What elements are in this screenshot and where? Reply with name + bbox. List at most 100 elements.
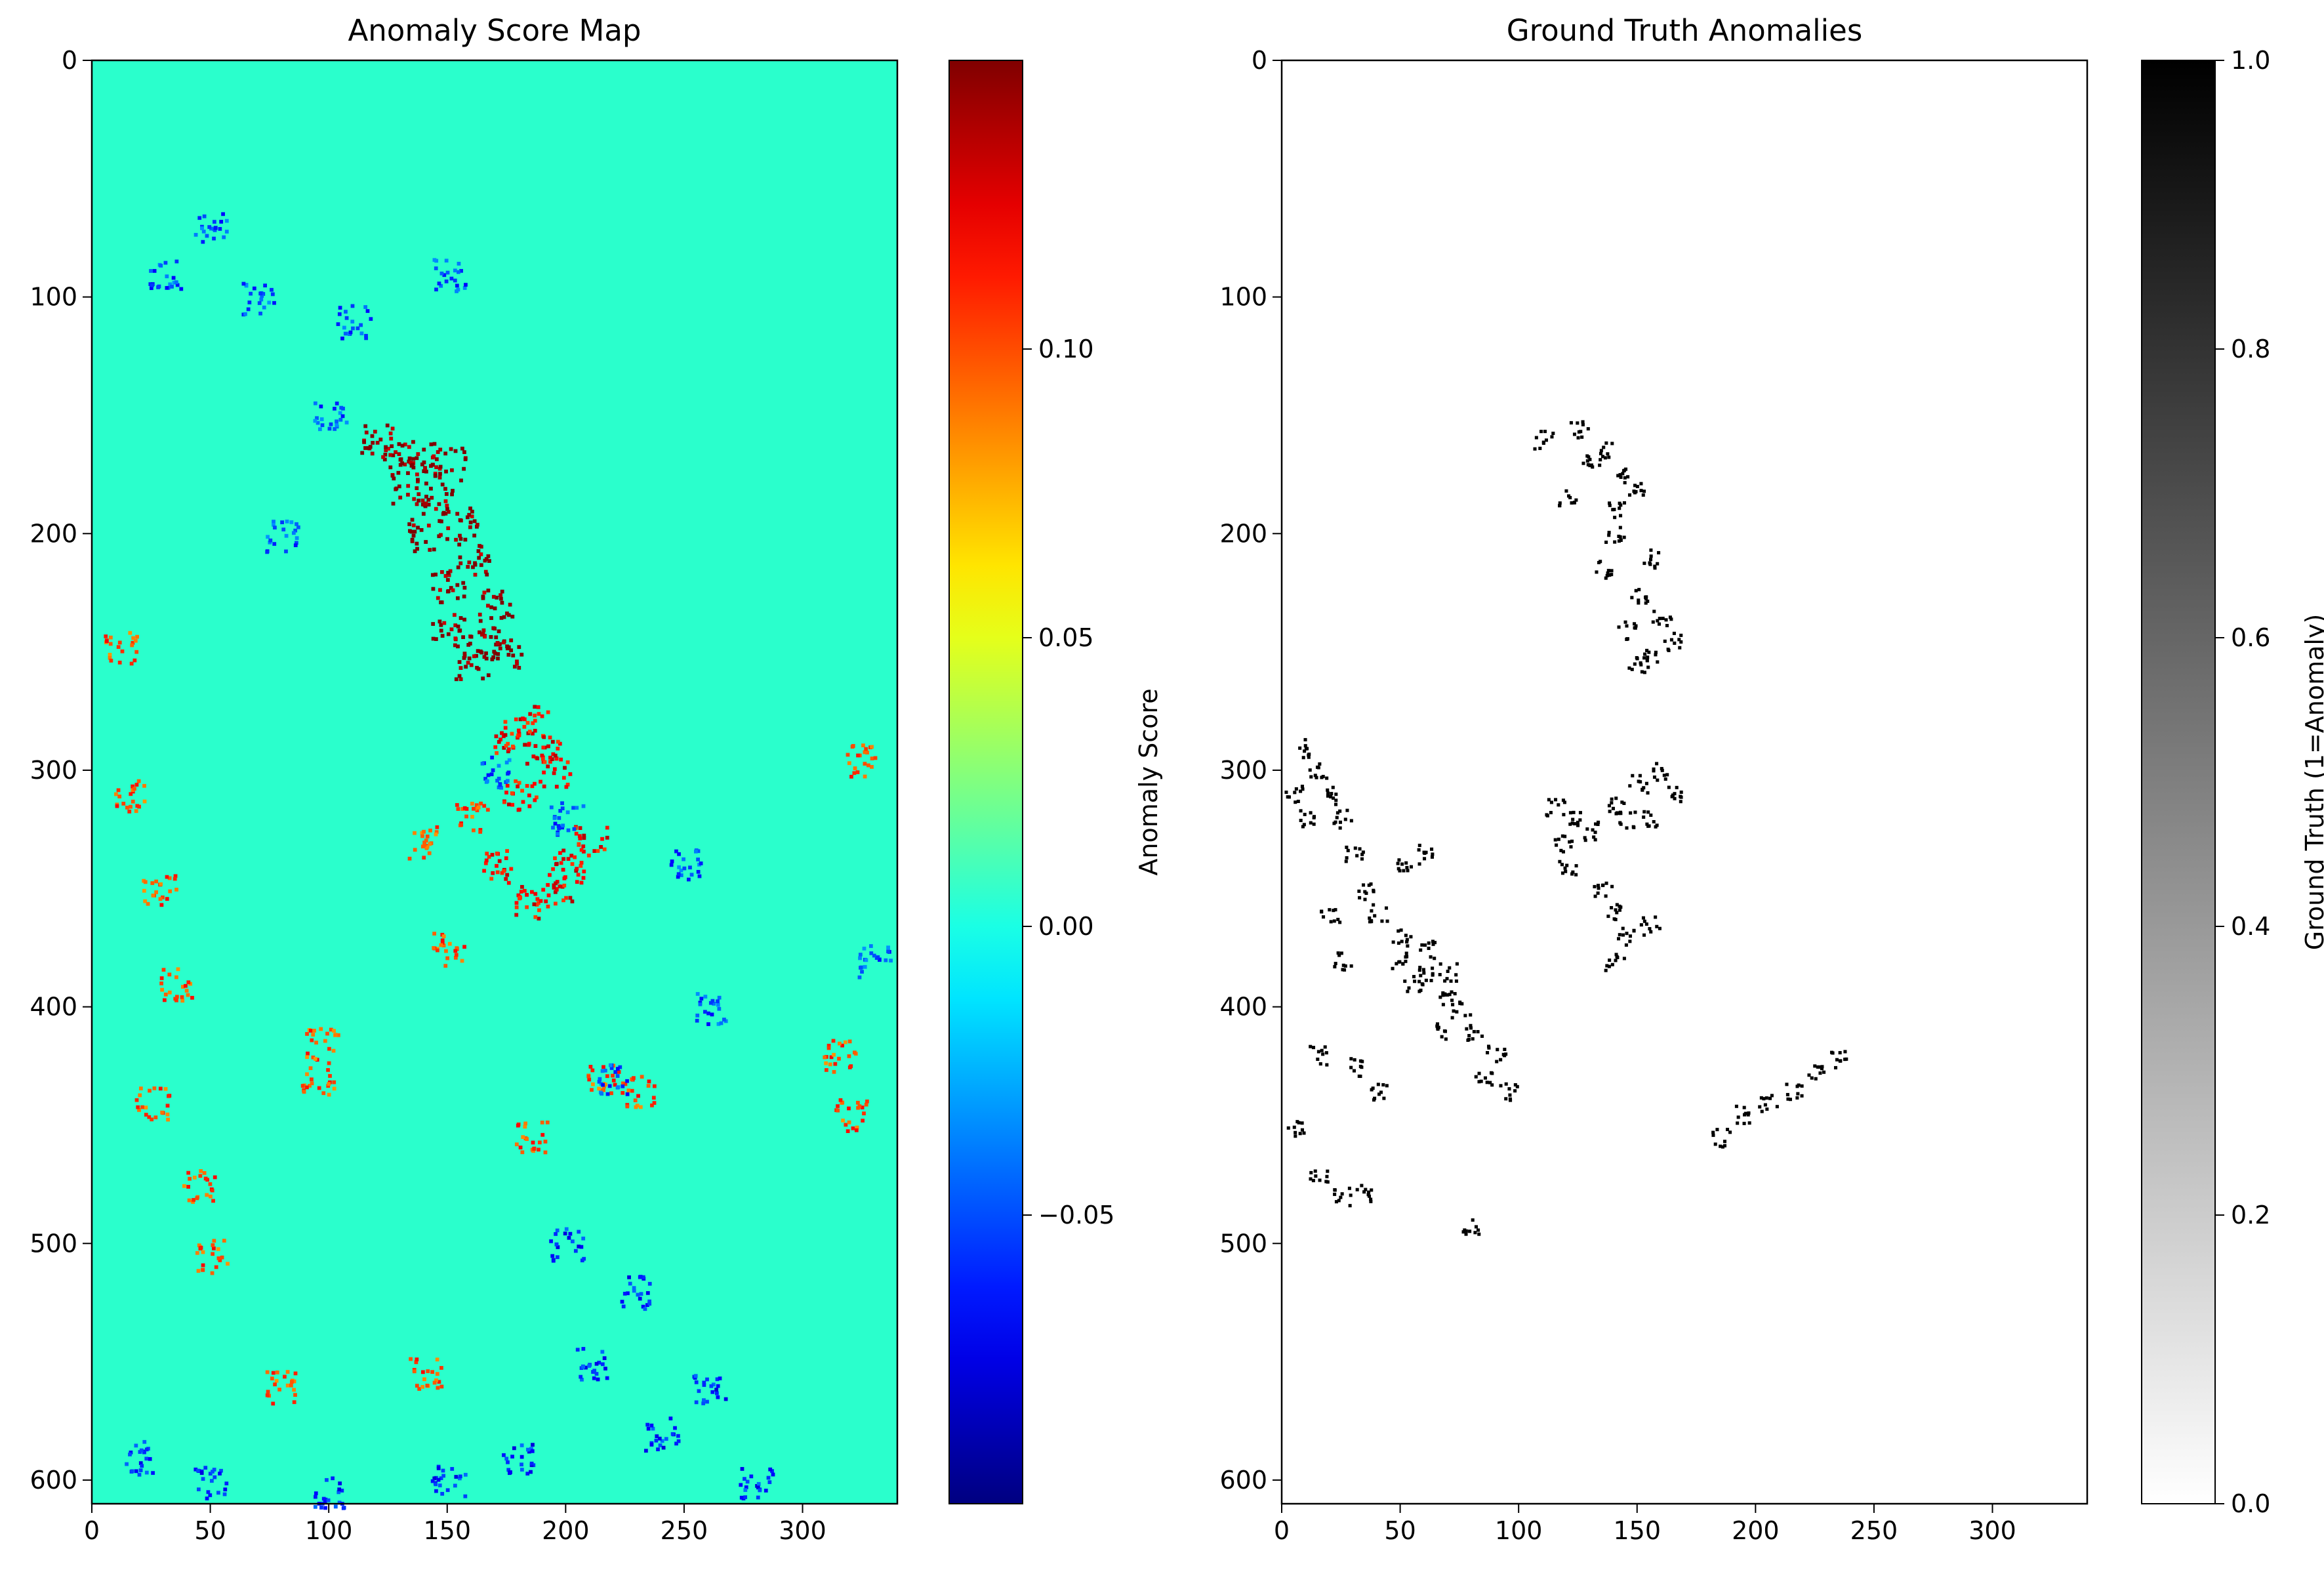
heatmap-pixel: [555, 1255, 560, 1260]
heatmap-pixel: [165, 274, 169, 279]
anomaly-pixel: [1646, 599, 1650, 603]
heatmap-pixel: [607, 1084, 612, 1088]
anomaly-pixel: [1641, 787, 1644, 791]
heatmap-pixel: [695, 1013, 700, 1018]
heatmap-pixel: [568, 896, 573, 900]
anomaly-pixel: [1838, 1051, 1842, 1055]
heatmap-pixel: [336, 322, 340, 326]
anomaly-pixel: [1391, 940, 1395, 944]
heatmap-pixel: [470, 509, 474, 514]
heatmap-pixel: [456, 644, 460, 649]
x-axis: 0 50 100 150 200 250 300: [1274, 1504, 2016, 1545]
heatmap-pixel: [558, 884, 562, 888]
anomaly-pixel: [1396, 861, 1400, 865]
anomaly-pixel: [1376, 1083, 1380, 1086]
anomaly-pixel: [1634, 589, 1638, 592]
heatmap-pixel: [419, 527, 424, 532]
heatmap-pixel: [174, 259, 179, 264]
heatmap-pixel: [527, 804, 532, 808]
heatmap-pixel: [149, 269, 153, 273]
anomaly-pixel: [1477, 1232, 1481, 1236]
heatmap-pixel: [500, 871, 504, 875]
anomaly-pixel: [1711, 1130, 1715, 1134]
heatmap-pixel: [557, 816, 561, 820]
heatmap-pixel: [717, 995, 722, 1000]
anomaly-pixel: [1800, 1094, 1804, 1098]
heatmap-pixel: [450, 468, 454, 472]
anomaly-pixel: [1553, 798, 1558, 802]
heatmap-pixel: [505, 783, 510, 788]
heatmap-pixel: [847, 1120, 851, 1125]
heatmap-pixel: [621, 1081, 625, 1086]
anomaly-pixel: [1657, 622, 1661, 626]
anomaly-pixel: [1598, 463, 1602, 467]
heatmap-pixel: [539, 779, 542, 784]
heatmap-pixel: [531, 721, 535, 726]
anomaly-pixel: [1549, 811, 1553, 815]
heatmap-pixel: [699, 997, 704, 1001]
heatmap-pixel: [138, 1461, 143, 1466]
heatmap-pixel: [133, 787, 136, 791]
heatmap-pixel: [463, 537, 468, 542]
heatmap-pixel: [411, 440, 415, 444]
heatmap-pixel: [517, 645, 521, 650]
heatmap-pixel: [422, 502, 427, 506]
anomaly-pixel: [1593, 831, 1597, 835]
anomaly-pixel: [1621, 933, 1625, 937]
anomaly-pixel: [1585, 827, 1589, 831]
heatmap-pixel: [855, 1125, 859, 1130]
anomaly-pixel: [1599, 560, 1602, 564]
heatmap-pixel: [417, 492, 421, 497]
heatmap-pixel: [209, 1479, 214, 1483]
heatmap-pixel: [579, 880, 584, 885]
heatmap-pixel: [537, 908, 541, 913]
heatmap-pixel: [480, 761, 485, 766]
anomaly-pixel: [1604, 540, 1608, 545]
anomaly-pixel: [1816, 1065, 1820, 1069]
heatmap-pixel: [495, 778, 499, 783]
heatmap-pixel: [457, 660, 462, 664]
heatmap-pixel: [411, 457, 416, 461]
anomaly-pixel: [1644, 601, 1648, 605]
heatmap-pixel: [525, 893, 529, 897]
heatmap-pixel: [552, 816, 557, 820]
heatmap-pixel: [470, 815, 474, 819]
heatmap-pixel: [439, 600, 443, 605]
heatmap-pixel: [489, 616, 493, 620]
heatmap-pixel: [632, 1286, 636, 1291]
heatmap-pixel: [558, 808, 563, 813]
anomaly-pixel: [1311, 1178, 1315, 1182]
heatmap-pixel: [296, 525, 300, 529]
heatmap-pixel: [326, 1498, 331, 1502]
anomaly-pixel: [1829, 1050, 1834, 1054]
anomaly-pixel: [1361, 850, 1365, 854]
heatmap-pixel: [555, 1228, 560, 1233]
anomaly-pixel: [1507, 1087, 1511, 1091]
anomaly-pixel: [1463, 1228, 1467, 1232]
heatmap-pixel: [165, 897, 169, 901]
anomaly-pixel: [1308, 768, 1312, 772]
heatmap-pixel: [415, 547, 419, 551]
heatmap-pixel: [272, 523, 275, 527]
anomaly-pixel: [1436, 1027, 1440, 1031]
heatmap-pixel: [852, 771, 857, 775]
anomaly-pixel: [1632, 489, 1636, 493]
heatmap-pixel: [556, 747, 560, 751]
anomaly-pixel: [1600, 455, 1605, 459]
anomaly-pixel: [1326, 788, 1330, 792]
heatmap-pixel: [293, 1371, 298, 1376]
anomaly-pixel: [1640, 670, 1644, 674]
heatmap-pixel: [128, 1452, 132, 1456]
heatmap-pixel: [448, 569, 453, 573]
heatmap-pixel: [705, 1377, 709, 1382]
heatmap-pixel: [249, 291, 253, 296]
heatmap-pixel: [605, 1092, 610, 1096]
heatmap-pixel: [744, 1485, 748, 1489]
anomaly-pixel: [1477, 1228, 1480, 1232]
heatmap-pixel: [847, 1054, 851, 1058]
anomaly-pixel: [1564, 489, 1568, 493]
anomaly-pixel: [1336, 951, 1340, 955]
anomaly-pixel: [1391, 966, 1395, 970]
heatmap-pixel: [495, 641, 500, 646]
heatmap-pixel: [541, 745, 546, 750]
